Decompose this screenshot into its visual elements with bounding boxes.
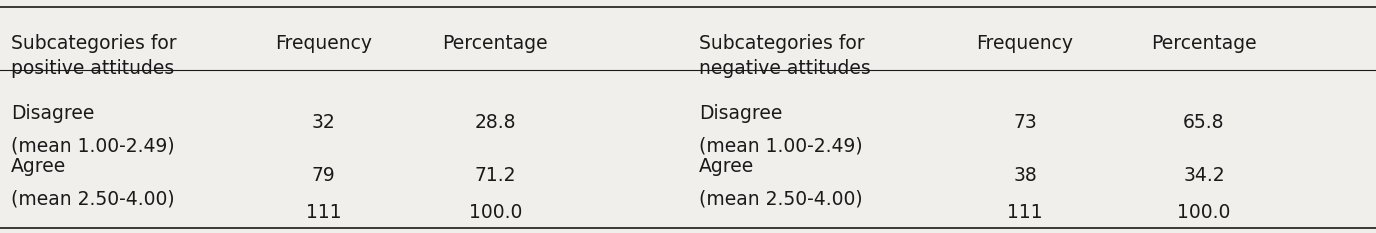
Text: 32: 32 (311, 113, 336, 132)
Text: 28.8: 28.8 (475, 113, 516, 132)
Text: Percentage: Percentage (1152, 34, 1256, 53)
Text: Frequency: Frequency (275, 34, 372, 53)
Text: negative attitudes: negative attitudes (699, 59, 871, 79)
Text: Percentage: Percentage (443, 34, 548, 53)
Text: 65.8: 65.8 (1183, 113, 1225, 132)
Text: Disagree: Disagree (699, 104, 783, 123)
Text: (mean 1.00-2.49): (mean 1.00-2.49) (699, 136, 863, 155)
Text: 79: 79 (311, 166, 336, 185)
Text: Subcategories for: Subcategories for (699, 34, 864, 53)
Text: 111: 111 (305, 202, 341, 222)
Text: Subcategories for: Subcategories for (11, 34, 176, 53)
Text: (mean 2.50-4.00): (mean 2.50-4.00) (699, 190, 863, 209)
Text: positive attitudes: positive attitudes (11, 59, 175, 79)
Text: Disagree: Disagree (11, 104, 95, 123)
Text: (mean 2.50-4.00): (mean 2.50-4.00) (11, 190, 175, 209)
Text: Frequency: Frequency (977, 34, 1073, 53)
Text: 100.0: 100.0 (1178, 202, 1230, 222)
Text: Agree: Agree (11, 157, 66, 176)
Text: 34.2: 34.2 (1183, 166, 1225, 185)
Text: 100.0: 100.0 (469, 202, 522, 222)
Text: (mean 1.00-2.49): (mean 1.00-2.49) (11, 136, 175, 155)
Text: 111: 111 (1007, 202, 1043, 222)
Text: 38: 38 (1013, 166, 1038, 185)
Text: 73: 73 (1013, 113, 1038, 132)
Text: 71.2: 71.2 (475, 166, 516, 185)
Text: Agree: Agree (699, 157, 754, 176)
